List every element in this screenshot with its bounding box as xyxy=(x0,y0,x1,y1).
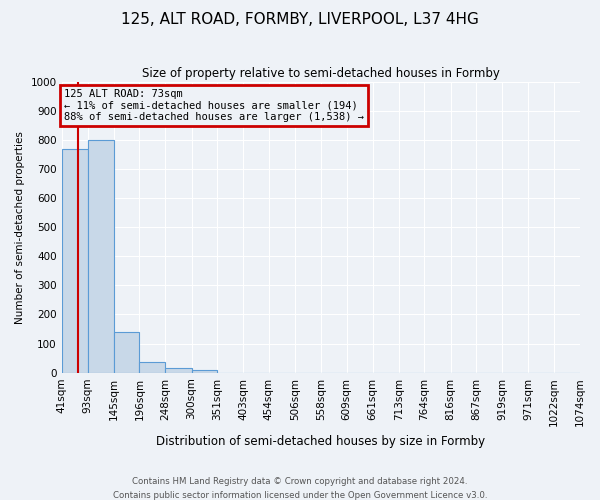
Bar xyxy=(88,140,114,372)
Text: 125 ALT ROAD: 73sqm
← 11% of semi-detached houses are smaller (194)
88% of semi-: 125 ALT ROAD: 73sqm ← 11% of semi-detach… xyxy=(64,89,364,122)
Y-axis label: Number of semi-detached properties: Number of semi-detached properties xyxy=(15,130,25,324)
Bar xyxy=(166,368,191,372)
Bar xyxy=(139,362,166,372)
Bar xyxy=(114,332,139,372)
X-axis label: Distribution of semi-detached houses by size in Formby: Distribution of semi-detached houses by … xyxy=(156,434,485,448)
Bar xyxy=(62,148,88,372)
Text: Contains HM Land Registry data © Crown copyright and database right 2024.
Contai: Contains HM Land Registry data © Crown c… xyxy=(113,478,487,500)
Title: Size of property relative to semi-detached houses in Formby: Size of property relative to semi-detach… xyxy=(142,68,500,80)
Text: 125, ALT ROAD, FORMBY, LIVERPOOL, L37 4HG: 125, ALT ROAD, FORMBY, LIVERPOOL, L37 4H… xyxy=(121,12,479,28)
Bar xyxy=(191,370,217,372)
